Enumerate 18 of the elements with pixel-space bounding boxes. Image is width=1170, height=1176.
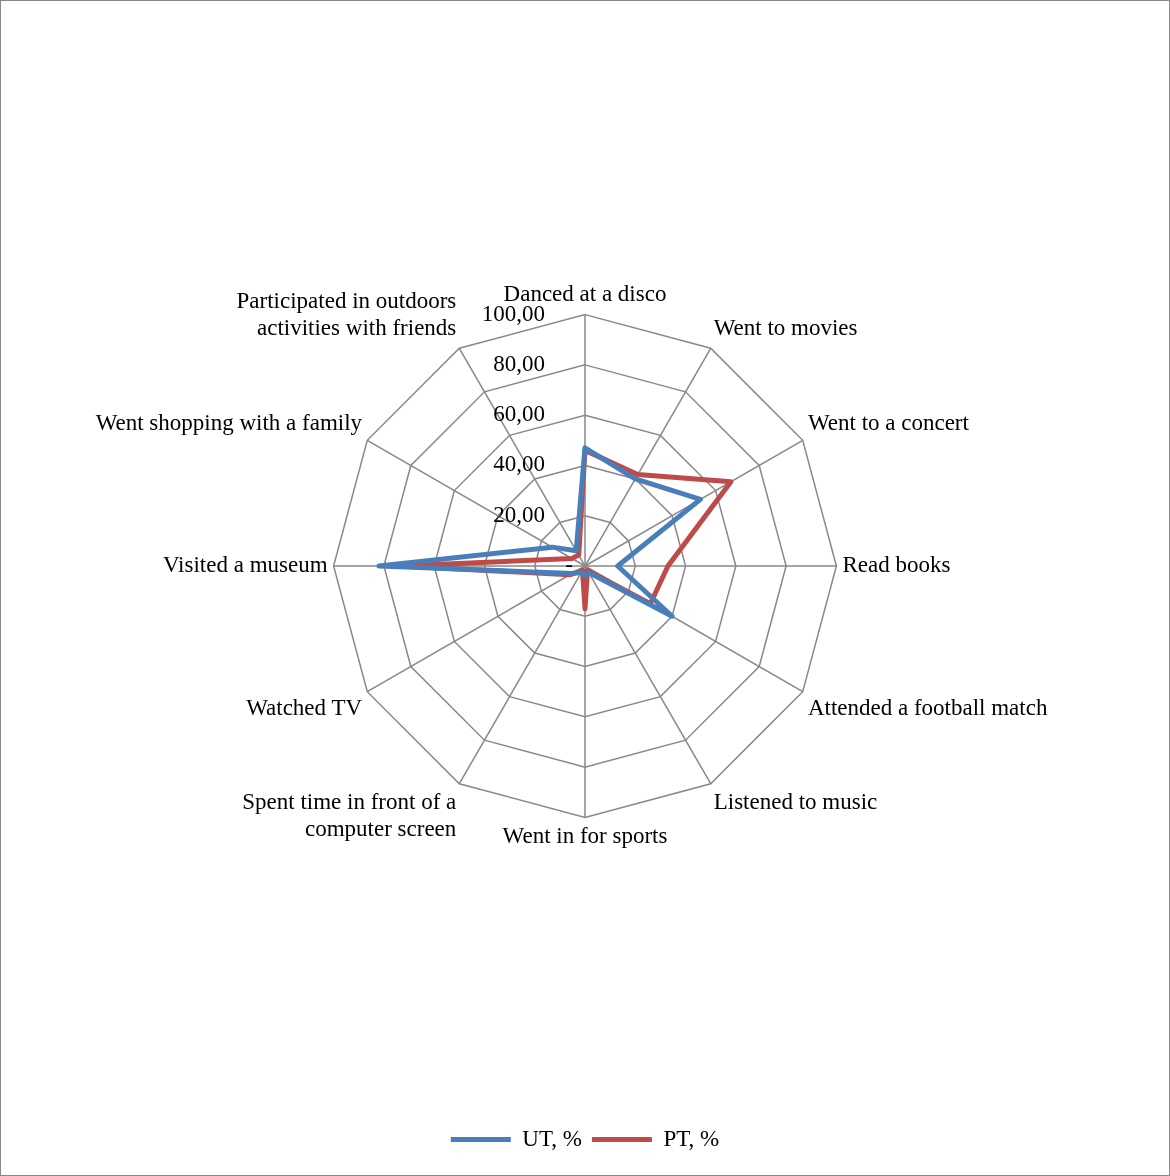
spoke-label: Participated in outdoors activities with friends (236, 287, 457, 341)
spoke-label: Listened to music (713, 788, 878, 814)
spoke-label: Attended a football match (807, 694, 1048, 720)
spoke-label: Watched TV (246, 694, 363, 720)
legend-label: PT, % (663, 1125, 720, 1151)
y-tick-label: - (565, 552, 573, 578)
y-tick-label: 80,00 (493, 350, 545, 376)
spoke-label: Visited a museum (162, 552, 328, 578)
spoke-label: Went in for sports (502, 823, 668, 849)
spoke-label: Went to movies (713, 315, 858, 341)
spoke-label: Read books (842, 552, 951, 578)
spoke-label: Spent time in front of a computer screen (242, 788, 457, 842)
legend-label: UT, % (522, 1125, 582, 1151)
spoke-label: Went to a concert (807, 409, 970, 435)
y-tick-label: 40,00 (493, 451, 545, 477)
y-tick-label: 20,00 (493, 501, 545, 527)
spoke-label: Went shopping with a family (95, 409, 363, 435)
y-tick-label: 60,00 (493, 401, 545, 427)
